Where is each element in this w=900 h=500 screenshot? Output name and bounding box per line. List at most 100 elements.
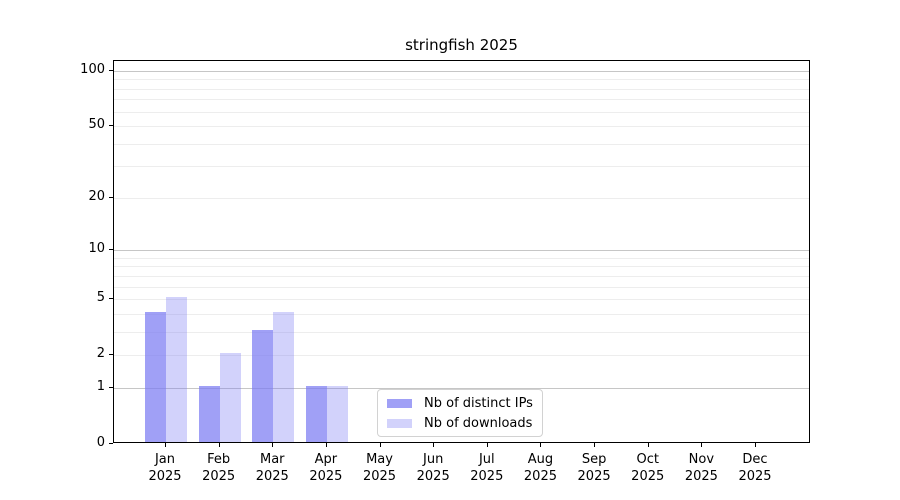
y-tick-label: 100	[80, 61, 105, 77]
x-tick-mark	[647, 443, 649, 447]
x-tick-year: 2025	[255, 469, 289, 484]
x-tick-mark	[755, 443, 756, 447]
x-tick-label: Nov 2025	[669, 451, 733, 485]
x-tick-label: Jan 2025	[133, 451, 197, 485]
x-tick-year: 2025	[148, 469, 182, 484]
x-tick-mark	[325, 443, 327, 447]
x-tick-label: Jul 2025	[455, 451, 519, 485]
y-tick-mark	[109, 354, 113, 356]
gridline-minor	[114, 79, 809, 81]
x-tick-label: Oct 2025	[616, 451, 680, 485]
x-tick-year: 2025	[202, 469, 236, 484]
legend-swatch-downloads	[387, 418, 412, 428]
x-tick-label: Dec 2025	[723, 451, 787, 485]
gridline-minor	[114, 355, 809, 357]
x-tick-year: 2025	[738, 469, 772, 484]
x-tick-month: Dec	[742, 452, 768, 467]
x-tick-month: Aug	[527, 452, 554, 467]
bar-downloads	[166, 297, 187, 442]
gridline-major	[114, 250, 809, 252]
x-tick-month: Mar	[260, 452, 285, 467]
x-tick-month: Nov	[688, 452, 715, 467]
x-tick-mark	[594, 443, 596, 447]
gridline-minor	[114, 275, 809, 277]
y-tick-mark	[109, 125, 113, 127]
legend-item-distinct-ips: Nb of distinct IPs	[387, 396, 533, 411]
y-tick-mark	[109, 196, 113, 198]
gridline-major	[114, 387, 809, 389]
gridline-minor	[114, 88, 809, 90]
x-tick-month: Sep	[581, 452, 607, 467]
gridline-minor	[114, 197, 809, 199]
legend-swatch-distinct-ips	[387, 398, 412, 408]
x-tick-month: Jan	[154, 452, 176, 467]
x-tick-month: Jul	[478, 452, 495, 467]
x-tick-year: 2025	[309, 469, 343, 484]
x-tick-label: May 2025	[348, 451, 412, 485]
y-tick-label: 5	[96, 290, 105, 306]
gridline-minor	[114, 331, 809, 333]
x-tick-mark	[540, 443, 542, 447]
y-tick-mark	[109, 298, 113, 300]
y-tick-mark	[109, 249, 113, 251]
gridline-major	[114, 70, 809, 72]
x-tick-label: Jun 2025	[401, 451, 465, 485]
x-tick-year: 2025	[631, 469, 665, 484]
x-tick-mark	[486, 443, 488, 447]
x-tick-year: 2025	[470, 469, 504, 484]
bar-distinct-ips	[305, 385, 327, 442]
x-tick-label: Sep 2025	[562, 451, 626, 485]
x-tick-month: Apr	[314, 452, 338, 467]
bar-downloads	[326, 385, 348, 442]
y-tick-label: 0	[96, 435, 105, 450]
chart-title: stringfish 2025	[405, 36, 518, 54]
x-tick-month: Jun	[423, 452, 444, 467]
gridline-minor	[114, 126, 809, 128]
legend: Nb of distinct IPs Nb of downloads	[377, 389, 543, 437]
gridline-minor	[114, 143, 809, 145]
x-tick-label: Aug 2025	[508, 451, 572, 485]
x-tick-mark	[379, 443, 381, 447]
y-tick-label: 1	[96, 378, 105, 394]
gridline-minor	[114, 99, 809, 101]
x-tick-year: 2025	[684, 469, 718, 484]
x-tick-label: Mar 2025	[240, 451, 304, 485]
y-tick-label: 10	[88, 241, 105, 257]
bar-distinct-ips	[252, 329, 274, 442]
y-tick-mark	[109, 386, 113, 388]
y-tick-label: 20	[88, 188, 105, 204]
x-tick-month: Feb	[207, 452, 231, 467]
x-tick-mark	[272, 443, 274, 447]
legend-item-downloads: Nb of downloads	[387, 416, 533, 431]
legend-label-distinct-ips: Nb of distinct IPs	[424, 395, 533, 411]
x-tick-mark	[433, 443, 435, 447]
gridline-minor	[114, 111, 809, 113]
bar-distinct-ips	[145, 311, 166, 442]
x-tick-month: May	[366, 452, 393, 467]
x-tick-mark	[218, 443, 220, 447]
x-tick-label: Apr 2025	[294, 451, 358, 485]
gridline-minor	[114, 313, 809, 315]
x-tick-year: 2025	[362, 469, 397, 484]
y-tick-mark	[109, 443, 113, 444]
x-tick-year: 2025	[416, 469, 450, 484]
bar-downloads	[219, 353, 241, 442]
x-tick-mark	[701, 443, 703, 447]
legend-label-downloads: Nb of downloads	[424, 415, 533, 431]
plot-area	[113, 60, 810, 443]
bar-downloads	[273, 311, 295, 442]
gridline-minor	[114, 299, 809, 301]
x-tick-mark	[165, 443, 166, 447]
gridline-minor	[114, 166, 809, 168]
gridline-minor	[114, 266, 809, 268]
gridline-minor	[114, 257, 809, 259]
gridline-minor	[114, 286, 809, 288]
y-tick-label: 2	[96, 346, 105, 362]
y-tick-label: 50	[88, 117, 105, 133]
x-tick-label: Feb 2025	[187, 451, 251, 485]
x-tick-year: 2025	[523, 469, 557, 484]
x-tick-year: 2025	[577, 469, 611, 484]
x-tick-month: Oct	[636, 452, 659, 467]
bar-distinct-ips	[198, 385, 220, 442]
